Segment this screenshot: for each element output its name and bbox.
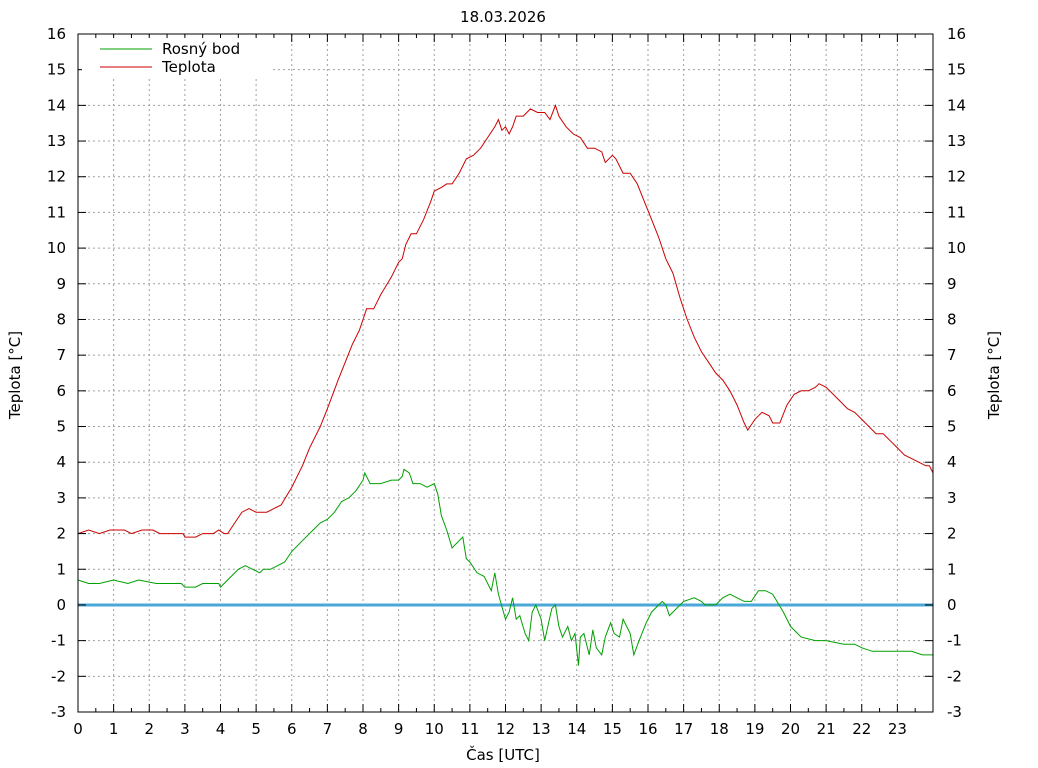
y-tick-label-right: -3 <box>947 703 962 721</box>
x-tick-label: 1 <box>109 720 119 738</box>
y-tick-label-right: 15 <box>947 61 966 79</box>
y-tick-label-right: 12 <box>947 168 966 186</box>
legend: Rosný bod Teplota <box>82 38 272 76</box>
x-tick-label: 20 <box>781 720 800 738</box>
y-tick-label-left: 2 <box>56 525 66 543</box>
y-tick-label-right: 10 <box>947 239 966 257</box>
y-tick-label-right: 0 <box>947 596 957 614</box>
x-tick-label: 22 <box>852 720 871 738</box>
x-axis-label: Čas [UTC] <box>466 745 540 764</box>
y-tick-label-left: 6 <box>56 382 66 400</box>
x-tick-label: 11 <box>460 720 479 738</box>
x-tick-label: 3 <box>180 720 190 738</box>
x-tick-label: 0 <box>73 720 83 738</box>
x-tick-label: 18 <box>710 720 729 738</box>
y-tick-label-right: 9 <box>947 275 957 293</box>
x-tick-label: 17 <box>674 720 693 738</box>
y-tick-label-left: 0 <box>56 596 66 614</box>
y-tick-label-left: 16 <box>47 25 66 43</box>
legend-label-temperature: Teplota <box>161 58 216 76</box>
y-tick-label-right: 6 <box>947 382 957 400</box>
y-tick-label-left: -3 <box>51 703 66 721</box>
y-tick-label-left: 7 <box>56 346 66 364</box>
y-tick-label-left: 8 <box>56 310 66 328</box>
y-tick-label-left: 3 <box>56 489 66 507</box>
y-tick-label-left: -2 <box>51 667 66 685</box>
y-tick-label-right: 3 <box>947 489 957 507</box>
y-tick-label-right: -1 <box>947 632 962 650</box>
legend-background <box>82 38 272 76</box>
y-axis-label-left: Teplota [°C] <box>6 331 24 420</box>
x-tick-label: 4 <box>216 720 226 738</box>
y-tick-label-left: 1 <box>56 560 66 578</box>
x-tick-label: 6 <box>287 720 297 738</box>
y-tick-label-right: 14 <box>947 96 966 114</box>
x-tick-label: 23 <box>888 720 907 738</box>
y-tick-label-left: 10 <box>47 239 66 257</box>
chart-title: 18.03.2026 <box>460 8 546 26</box>
y-tick-label-right: 7 <box>947 346 957 364</box>
x-tick-label: 5 <box>251 720 261 738</box>
series-line-dew-point <box>77 468 933 666</box>
axis-ticks: 0 1 2 3 4 5 6 7 8 9 10 11 12 13 14 15 16 17 18 19 20 21 22 2316… <box>47 25 966 738</box>
y-tick-label-left: 9 <box>56 275 66 293</box>
x-tick-label: 10 <box>425 720 444 738</box>
y-tick-label-right: 2 <box>947 525 957 543</box>
y-tick-label-left: 11 <box>47 203 66 221</box>
y-tick-label-left: 14 <box>47 96 66 114</box>
x-tick-label: 14 <box>567 720 586 738</box>
y-tick-label-right: 5 <box>947 418 957 436</box>
y-tick-label-left: 5 <box>56 418 66 436</box>
y-tick-label-left: 12 <box>47 168 66 186</box>
y-tick-label-right: 1 <box>947 560 957 578</box>
y-tick-label-right: 11 <box>947 203 966 221</box>
x-tick-label: 13 <box>532 720 551 738</box>
legend-label-dew-point: Rosný bod <box>162 40 240 58</box>
x-tick-label: 16 <box>638 720 657 738</box>
series-line-temperature <box>77 103 934 538</box>
y-tick-label-left: 13 <box>47 132 66 150</box>
y-tick-label-left: -1 <box>51 632 66 650</box>
y-tick-label-left: 4 <box>56 453 66 471</box>
y-tick-label-right: -2 <box>947 667 962 685</box>
y-tick-label-right: 16 <box>947 25 966 43</box>
y-tick-label-right: 4 <box>947 453 957 471</box>
x-tick-label: 12 <box>496 720 515 738</box>
y-tick-label-right: 13 <box>947 132 966 150</box>
x-tick-label: 8 <box>358 720 368 738</box>
x-tick-label: 7 <box>323 720 333 738</box>
y-tick-label-right: 8 <box>947 310 957 328</box>
x-tick-label: 21 <box>817 720 836 738</box>
series-group <box>77 103 934 666</box>
y-tick-label-left: 15 <box>47 61 66 79</box>
x-tick-label: 15 <box>603 720 622 738</box>
x-tick-label: 2 <box>144 720 154 738</box>
x-tick-label: 9 <box>394 720 404 738</box>
y-axis-label-right: Teplota [°C] <box>985 331 1003 420</box>
grid <box>78 34 933 712</box>
x-tick-label: 19 <box>745 720 764 738</box>
